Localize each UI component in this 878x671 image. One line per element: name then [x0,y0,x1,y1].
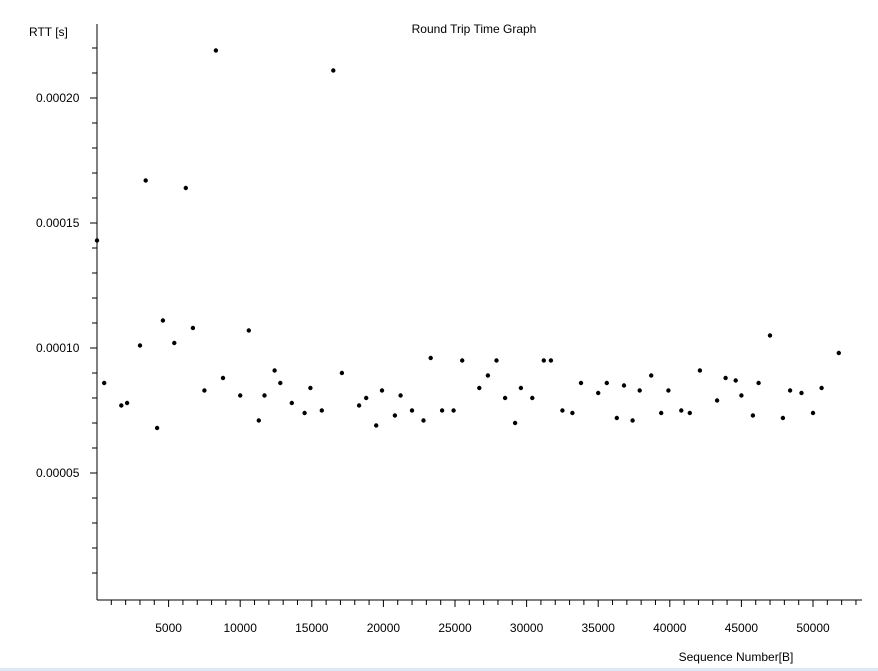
data-point [302,410,307,416]
data-point [460,358,465,363]
data-point [578,380,584,386]
data-point [246,328,251,333]
data-point [780,415,786,421]
x-tick-label: 35000 [582,621,616,635]
data-point [614,415,619,421]
x-tick-label: 10000 [224,621,258,635]
x-axis: 5000 10000 15000 20000 25000 30000 35000 40000 4… [97,599,862,635]
data-point [451,408,456,413]
data-points [94,48,841,431]
data-point [409,408,415,413]
data-point [477,385,482,391]
y-axis-ticks: 0.00005 0.00010 0.00015 0.00020 [36,47,97,574]
data-point [278,380,283,386]
data-point [621,383,627,388]
data-point [502,395,508,401]
data-point [530,395,535,401]
data-point [518,385,524,391]
data-point [124,400,130,406]
data-point [183,185,188,191]
data-point [202,388,207,393]
data-point [102,380,107,386]
x-tick-label: 50000 [796,621,830,635]
data-point [630,418,635,423]
data-point [596,390,601,396]
data-point [262,393,267,398]
x-tick-label: 5000 [155,621,182,635]
data-point [750,413,756,418]
data-point [119,403,124,408]
data-point [339,370,345,376]
data-point [94,238,100,243]
data-point [428,355,433,361]
data-point [799,390,804,396]
data-point [392,413,398,418]
data-point [190,325,196,331]
x-tick-label: 25000 [438,621,472,635]
data-point [154,425,160,431]
data-point [439,408,445,413]
data-point [560,408,565,413]
x-tick-label: 30000 [510,621,544,635]
x-tick-label: 40000 [653,621,687,635]
x-axis-ticks: 5000 10000 15000 20000 25000 30000 35000 40000 4… [110,600,857,635]
data-point [649,373,654,378]
data-point [819,385,824,391]
data-point [541,358,546,363]
x-tick-label: 15000 [295,621,329,635]
data-point [172,340,177,346]
x-axis-label: Sequence Number[B] [679,650,794,664]
x-tick-label: 45000 [725,621,759,635]
data-point [679,408,684,413]
y-tick-label: 0.00015 [36,216,80,230]
y-axis-label: RTT [s] [29,25,68,39]
data-point [289,400,294,406]
data-point [256,418,261,423]
data-point [604,380,609,386]
data-point [213,48,219,53]
data-point [739,393,744,398]
data-point [356,403,362,408]
y-tick-label: 0.00005 [36,466,80,480]
data-point [666,388,671,393]
data-point [137,343,143,348]
data-point [733,378,738,383]
data-point [787,388,793,393]
data-point [836,350,841,356]
data-point [238,393,243,398]
data-point [398,393,403,398]
window-bottom-edge [0,668,878,671]
x-tick-label: 20000 [367,621,401,635]
data-point [421,418,426,423]
data-point [570,410,575,416]
data-point [697,368,703,373]
data-point [485,373,491,378]
data-point [767,333,773,338]
y-axis: 0.00005 0.00010 0.00015 0.00020 [36,24,98,600]
data-point [160,318,166,323]
y-tick-label: 0.00020 [36,91,80,105]
chart-title: Round Trip Time Graph [412,22,537,36]
data-point [331,68,336,73]
data-point [364,395,369,401]
data-point [810,410,816,416]
data-point [494,358,499,363]
data-point [723,375,728,381]
data-point [687,410,692,416]
data-point [548,358,554,363]
data-point [319,408,324,413]
data-point [272,368,277,373]
data-point [220,375,226,381]
data-point [308,385,313,391]
data-point [143,178,148,183]
data-point [756,380,761,386]
data-point [659,410,664,416]
data-point [512,420,518,426]
data-point [637,388,642,393]
data-point [374,423,379,428]
data-point [379,388,385,393]
data-point [714,398,720,403]
y-tick-label: 0.00010 [36,341,80,355]
